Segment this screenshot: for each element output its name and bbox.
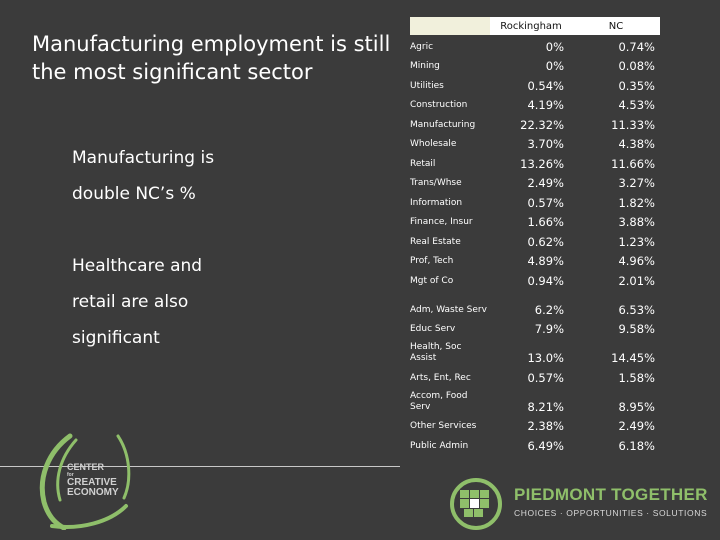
nc-value: 4.38% [618,137,655,151]
sector-label: Arts, Ent, Rec [410,372,471,383]
rockingham-value: 1.66% [527,215,564,229]
nc-value: 14.45% [611,351,655,365]
sector-label: Real Estate [410,236,461,247]
table-row: Accom, Food Serv 8.21% 8.95% [410,386,660,415]
cce-logo-text: CENTER for CREATIVE ECONOMY [67,462,119,498]
header-nc: NC [572,17,660,35]
table-row: Retail 13.26% 11.66% [410,152,660,172]
sector-label: Agric [410,41,434,52]
table-row: Health, Soc Assist 13.0% 14.45% [410,337,660,366]
rockingham-value: 0.54% [527,78,564,93]
rockingham-value: 0.57% [527,370,564,385]
cce-line2: for [67,472,74,478]
sector-label: Health, Soc Assist [410,342,462,363]
cce-line1: CENTER [67,462,105,472]
employment-table: Rockingham NC Agric 0% 0.74% Mining 0% 0.08% U… [410,17,660,454]
rockingham-value: 0.57% [527,195,564,210]
sector-label: Prof, Tech [410,256,454,266]
rockingham-value: 8.21% [527,399,564,414]
table-row: Educ Serv 7.9% 9.58% [410,318,660,338]
rockingham-value: 2.49% [527,176,564,190]
table-row: Agric 0% 0.74% [410,35,660,55]
cce-line3: CREATIVE [67,477,117,488]
sector-label: Information [410,197,463,208]
rockingham-value: 3.70% [527,137,564,151]
nc-value: 9.58% [618,322,655,336]
sector-label: Trans/Whse [410,178,462,188]
table-row: Other Services 2.38% 2.49% [410,415,660,435]
table-row: Adm, Waste Serv 6.2% 6.53% [410,289,660,318]
table-row: Manufacturing 22.32% 11.33% [410,113,660,133]
table-row: Prof, Tech 4.89% 4.96% [410,250,660,270]
rockingham-value: 7.9% [534,322,564,336]
rockingham-value: 4.89% [527,254,564,268]
nc-value: 6.53% [618,302,655,317]
sector-label: Adm, Waste Serv [410,304,487,315]
sector-label: Wholesale [410,139,457,149]
rockingham-value: 0% [545,39,564,54]
rockingham-value: 6.2% [534,302,564,317]
rockingham-value: 2.38% [527,419,564,433]
table-row: Mining 0% 0.08% [410,55,660,75]
rockingham-value: 6.49% [527,438,564,453]
sector-label: Utilities [410,80,444,91]
table-header-row: Rockingham NC [410,17,660,35]
nc-value: 0.08% [618,59,655,73]
nc-value: 1.82% [618,195,655,210]
table-row: Utilities 0.54% 0.35% [410,74,660,94]
nc-value: 1.23% [618,234,655,249]
piedmont-together-title: PIEDMONT TOGETHER [514,485,708,504]
table-row: Real Estate 0.62% 1.23% [410,230,660,250]
nc-value: 2.49% [618,419,655,433]
header-rockingham: Rockingham [490,17,572,35]
divider-line [0,466,400,467]
rockingham-value: 0.62% [527,234,564,249]
table-row: Public Admin 6.49% 6.18% [410,434,660,454]
nc-value: 11.33% [611,117,655,132]
nc-value: 6.18% [618,438,655,453]
nc-value: 0.35% [618,78,655,93]
sector-label: Mining [410,61,440,71]
sector-label: Finance, Insur [410,217,473,227]
sector-label: Other Services [410,421,477,431]
sector-label: Mgt of Co [410,275,454,286]
table-row: Arts, Ent, Rec 0.57% 1.58% [410,366,660,386]
rockingham-value: 22.32% [520,117,564,132]
sector-label: Educ Serv [410,324,456,334]
sector-label: Manufacturing [410,119,476,130]
cce-line4: ECONOMY [67,487,119,498]
nc-value: 3.27% [618,176,655,190]
table-row: Information 0.57% 1.82% [410,191,660,211]
nc-value: 4.53% [618,98,655,112]
rockingham-value: 0% [545,59,564,73]
table-row: Mgt of Co 0.94% 2.01% [410,269,660,289]
header-sector [410,17,490,35]
slide-title: Manufacturing employment is still the mo… [32,32,391,84]
sector-label: Retail [410,158,436,169]
bullet-healthcare-retail: Healthcare and retail are also significa… [72,256,203,348]
sector-label: Accom, Food Serv [410,390,468,412]
table-row: Finance, Insur 1.66% 3.88% [410,211,660,231]
piedmont-together-tagline: CHOICES · OPPORTUNITIES · SOLUTIONS [514,508,708,518]
nc-value: 4.96% [618,254,655,268]
nc-value: 3.88% [618,215,655,229]
rockingham-value: 0.94% [527,273,564,288]
bullet-manufacturing: Manufacturing is double NC’s % [72,148,215,204]
rockingham-value: 4.19% [527,98,564,112]
nc-value: 11.66% [611,156,655,171]
sector-label: Construction [410,100,468,110]
nc-value: 1.58% [618,370,655,385]
table-row: Wholesale 3.70% 4.38% [410,133,660,153]
nc-value: 0.74% [618,39,655,54]
nc-value: 2.01% [618,273,655,288]
rockingham-value: 13.0% [527,351,564,365]
table-row: Construction 4.19% 4.53% [410,94,660,114]
nc-value: 8.95% [618,399,655,414]
sector-label: Public Admin [410,440,469,451]
center-for-creative-economy-logo-icon [39,433,131,530]
rockingham-value: 13.26% [520,156,564,171]
piedmont-together-map-icon [450,478,502,530]
table-row: Trans/Whse 2.49% 3.27% [410,172,660,192]
